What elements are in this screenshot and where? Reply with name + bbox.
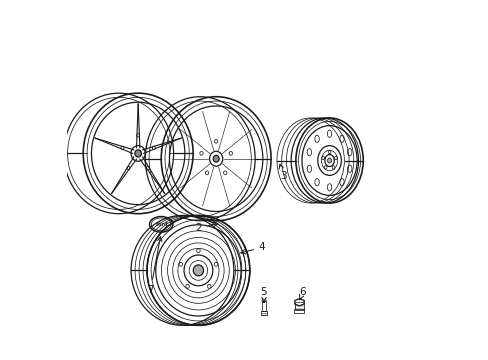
Ellipse shape xyxy=(193,265,203,276)
Text: 1: 1 xyxy=(0,359,1,360)
Ellipse shape xyxy=(135,150,141,157)
Ellipse shape xyxy=(327,158,331,163)
Text: 5: 5 xyxy=(260,287,267,302)
Bar xyxy=(294,309,304,313)
Text: 3: 3 xyxy=(279,164,286,181)
Bar xyxy=(295,302,303,310)
Ellipse shape xyxy=(213,155,219,162)
Bar xyxy=(261,311,266,315)
Text: Ford: Ford xyxy=(155,222,167,227)
Text: 7: 7 xyxy=(147,237,162,295)
Text: 2: 2 xyxy=(195,222,217,233)
Text: 6: 6 xyxy=(299,287,305,300)
Text: 4: 4 xyxy=(240,242,265,254)
Bar xyxy=(262,301,265,311)
